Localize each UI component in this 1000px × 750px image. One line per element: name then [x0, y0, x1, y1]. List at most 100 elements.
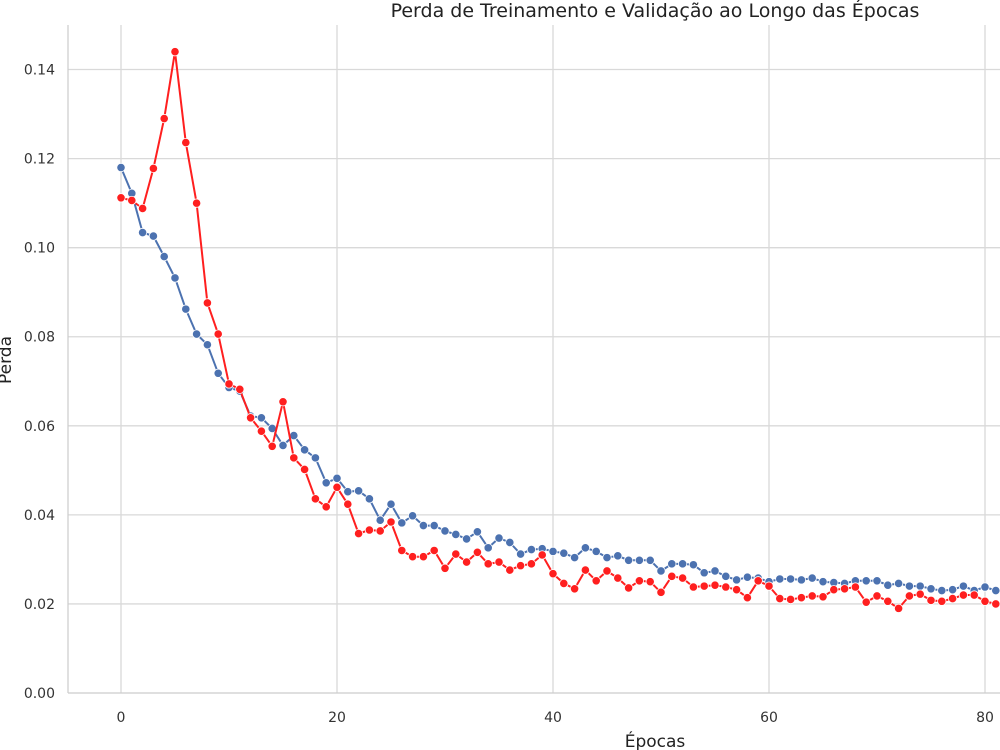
y-tick-label: 0.08	[24, 330, 55, 346]
validation-loss-point	[148, 163, 158, 173]
validation-loss-point	[699, 581, 709, 591]
validation-loss-point	[289, 453, 299, 463]
training-loss-point	[904, 581, 915, 591]
training-loss-point	[926, 584, 936, 594]
validation-loss-point	[742, 593, 753, 603]
validation-loss-line	[120, 50, 997, 610]
training-loss-point	[559, 548, 569, 558]
training-loss-point	[591, 546, 601, 556]
y-axis-title: Perda	[0, 336, 16, 384]
validation-loss-point	[904, 591, 915, 601]
validation-loss-point	[958, 590, 969, 600]
training-loss-point	[634, 555, 645, 565]
data-series	[116, 47, 1000, 613]
validation-loss-point	[483, 559, 493, 569]
training-loss-point	[623, 555, 634, 565]
validation-loss-point	[192, 198, 202, 208]
training-loss-point	[807, 573, 817, 583]
training-loss-point	[731, 575, 742, 585]
validation-loss-point	[613, 573, 623, 583]
training-loss-point	[332, 473, 342, 483]
validation-loss-point	[969, 590, 979, 600]
y-tick-label: 0.14	[24, 63, 55, 79]
validation-loss-point	[623, 583, 634, 593]
validation-loss-point	[181, 137, 191, 148]
validation-loss-point	[397, 545, 407, 556]
y-tick-label: 0.02	[24, 597, 55, 613]
validation-loss-point	[343, 499, 353, 509]
training-loss-point	[353, 486, 364, 496]
validation-loss-point	[569, 584, 580, 594]
validation-loss-point	[332, 482, 342, 492]
training-loss-point	[407, 511, 418, 521]
training-loss-point	[915, 581, 925, 591]
training-loss-point	[947, 585, 958, 595]
validation-loss-point	[505, 565, 515, 575]
validation-loss-point	[850, 582, 861, 592]
training-loss-point	[181, 304, 191, 314]
training-loss-point	[937, 585, 947, 596]
training-loss-point	[883, 580, 893, 590]
training-loss-point	[893, 578, 904, 589]
training-loss-point	[418, 520, 428, 531]
training-loss-point	[742, 572, 753, 582]
validation-loss-point	[267, 441, 277, 451]
validation-loss-point	[915, 589, 925, 599]
training-loss-point	[613, 551, 623, 561]
validation-loss-point	[407, 552, 418, 562]
y-tick-label: 0.04	[24, 508, 55, 524]
validation-loss-point	[937, 596, 947, 606]
training-loss-point	[472, 527, 482, 537]
training-loss-point	[213, 368, 223, 378]
x-tick-label: 60	[760, 710, 778, 726]
validation-loss-point	[764, 581, 774, 591]
validation-loss-point	[256, 426, 266, 436]
training-loss-point	[688, 560, 699, 570]
validation-loss-point	[872, 591, 882, 601]
validation-loss-point	[947, 593, 958, 604]
x-tick-label: 0	[117, 710, 126, 726]
validation-loss-point	[796, 593, 807, 603]
training-loss-point	[375, 515, 385, 525]
validation-loss-point	[202, 298, 212, 308]
training-loss-point	[461, 534, 472, 544]
validation-loss-point	[515, 561, 526, 571]
validation-loss-point	[591, 576, 601, 586]
validation-loss-point	[667, 571, 677, 581]
validation-loss-point	[677, 573, 688, 583]
chart-title: Perda de Treinamento e Validação ao Long…	[391, 0, 920, 22]
validation-loss-point	[753, 576, 763, 586]
validation-loss-point	[634, 576, 645, 586]
validation-loss-point	[688, 582, 699, 592]
validation-loss-point	[785, 594, 796, 605]
training-loss-point	[321, 478, 331, 488]
validation-loss-point	[299, 464, 310, 475]
training-loss-point	[569, 553, 580, 563]
training-loss-point	[192, 329, 202, 339]
validation-loss-point	[213, 329, 223, 339]
training-loss-point	[548, 546, 558, 556]
validation-loss-point	[235, 384, 245, 394]
validation-loss-point	[159, 113, 169, 124]
validation-loss-point	[429, 545, 439, 556]
training-loss-point	[861, 576, 871, 586]
validation-loss-point	[893, 603, 904, 613]
training-loss-point	[775, 574, 785, 584]
training-loss-point	[677, 559, 688, 569]
validation-loss-point	[310, 494, 320, 504]
validation-loss-point	[883, 596, 893, 606]
validation-loss-point	[494, 557, 504, 567]
validation-loss-series	[116, 47, 1000, 613]
validation-loss-point	[731, 585, 742, 595]
training-loss-point	[159, 251, 169, 262]
validation-loss-point	[926, 595, 936, 605]
training-loss-point	[645, 555, 655, 565]
y-tick-label: 0.06	[24, 419, 55, 435]
validation-loss-point	[775, 593, 785, 604]
validation-loss-point	[418, 552, 428, 562]
training-loss-point	[872, 576, 882, 586]
training-loss-point	[440, 526, 450, 536]
validation-loss-point	[559, 578, 569, 589]
training-loss-point	[785, 574, 796, 584]
training-loss-point	[138, 227, 148, 238]
